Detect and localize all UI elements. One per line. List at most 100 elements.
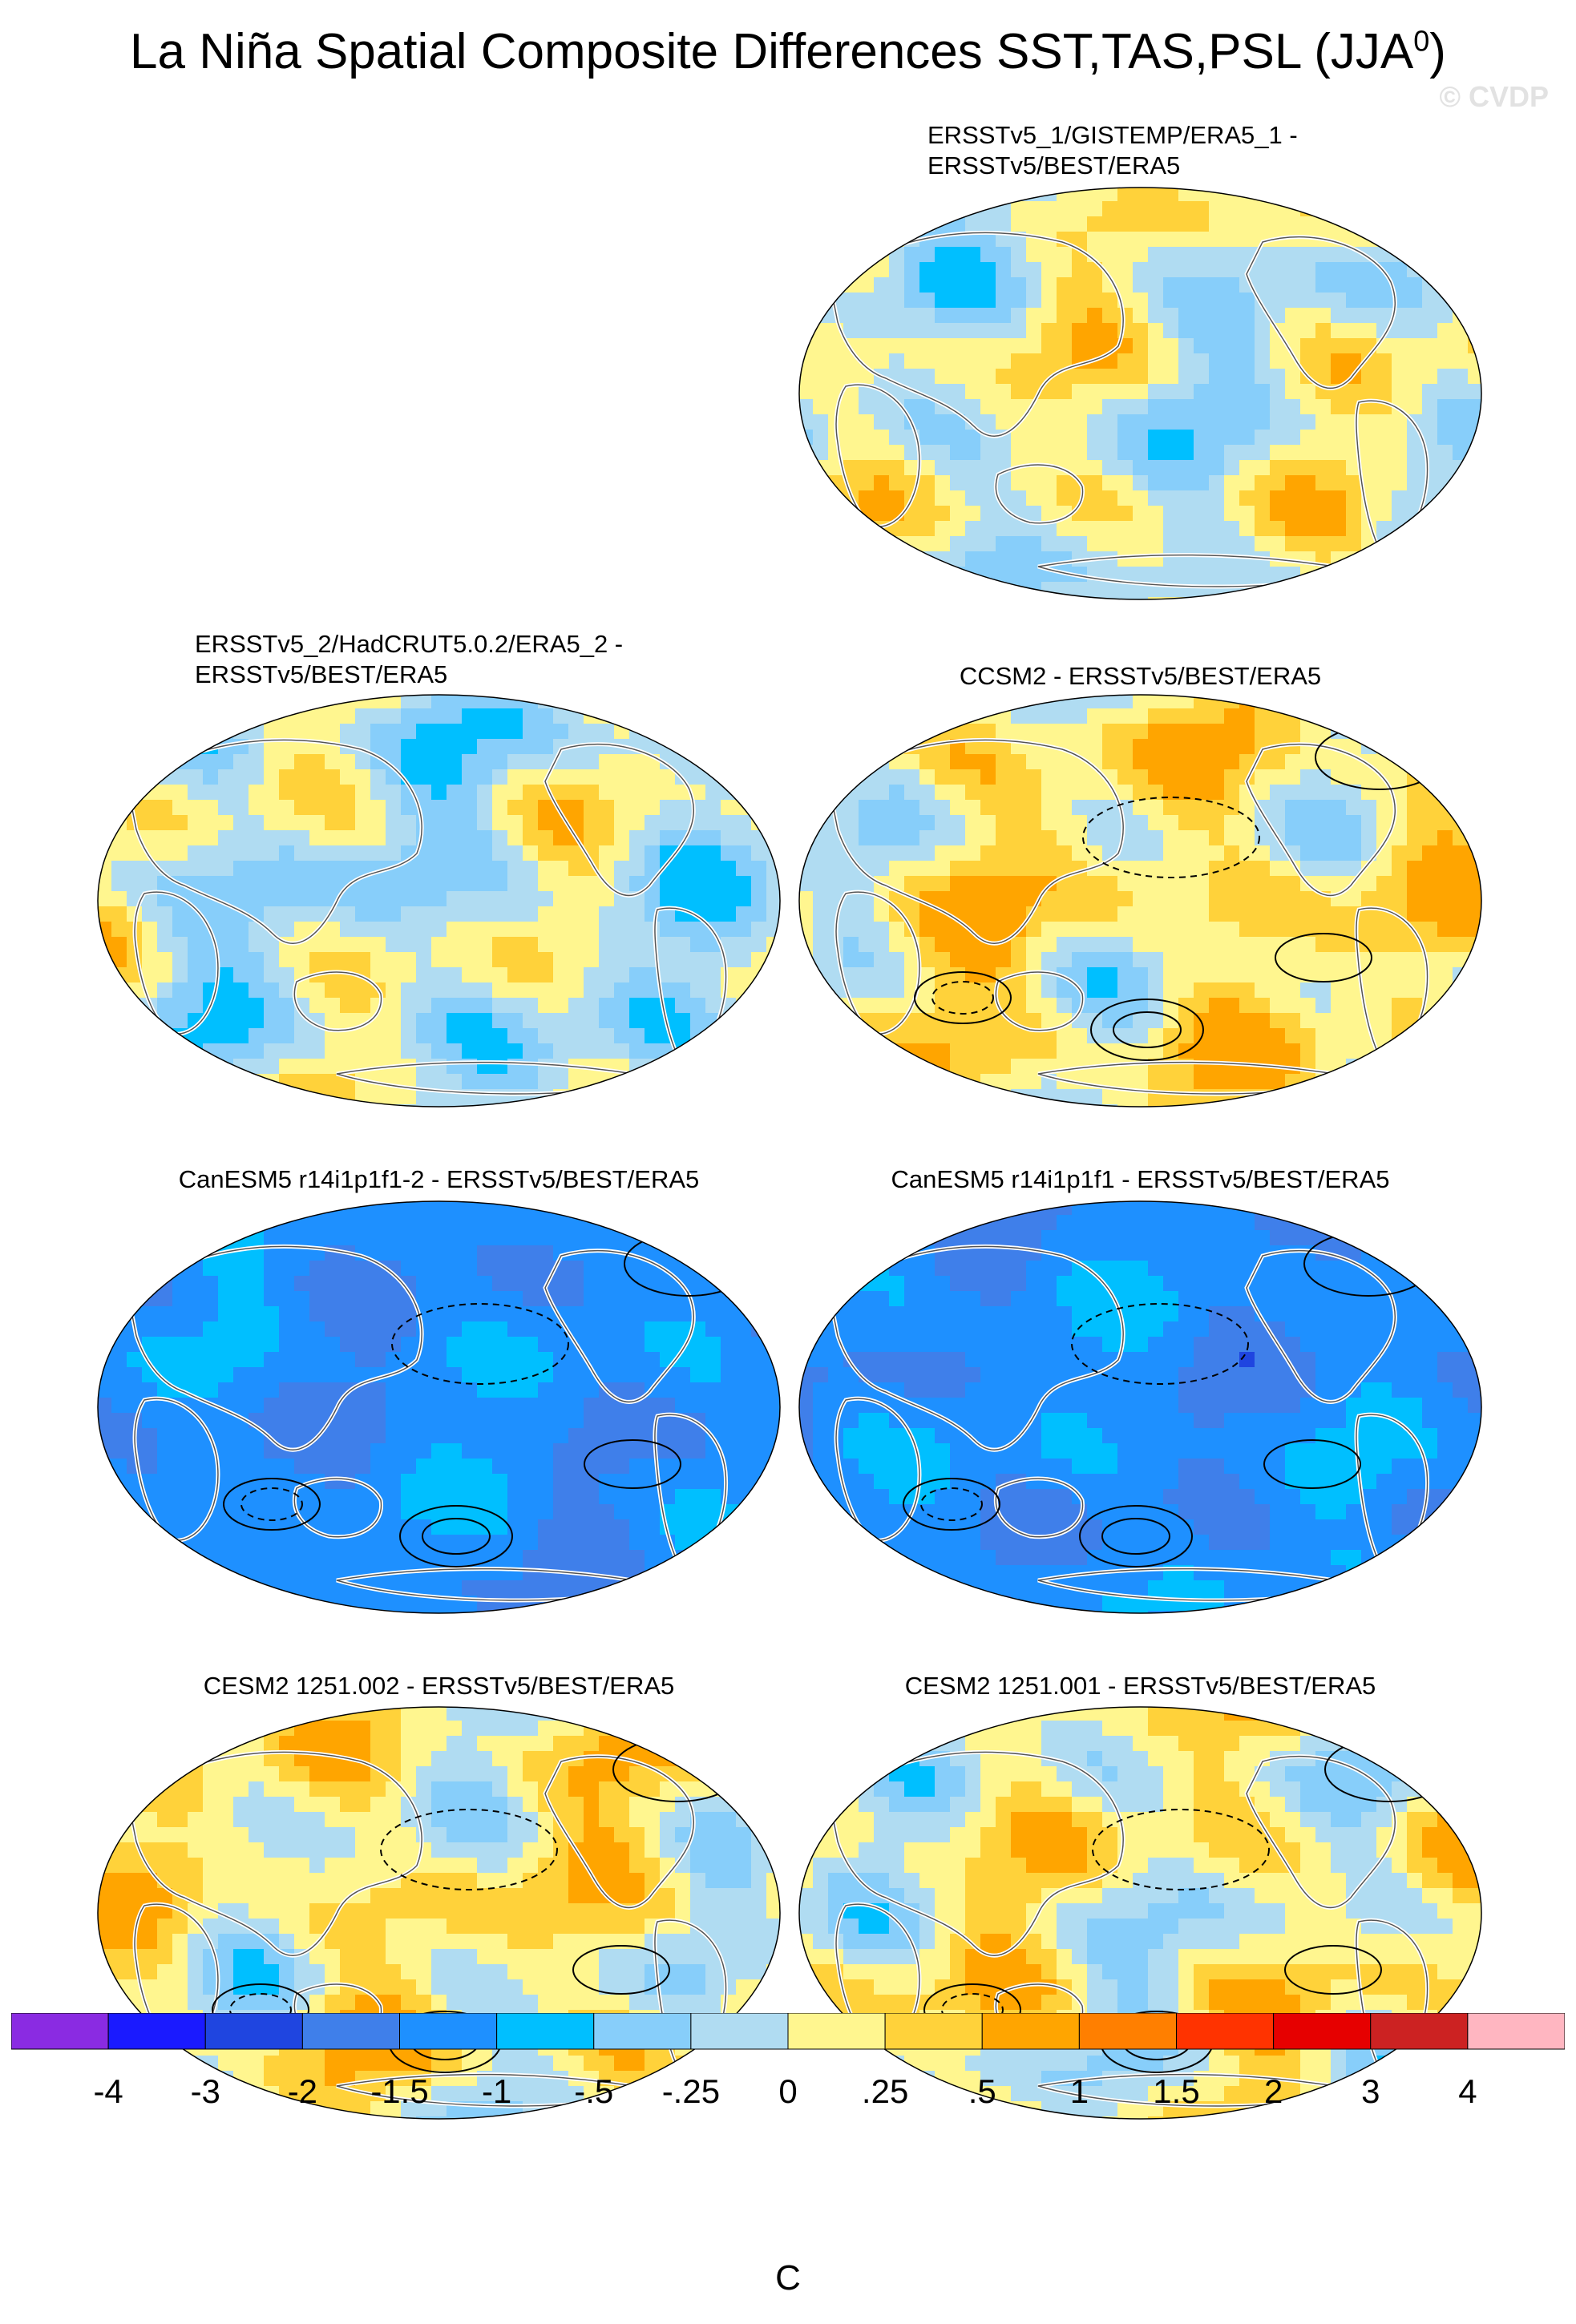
- anomaly-cell: [431, 1382, 447, 1398]
- anomaly-cell: [431, 937, 447, 953]
- anomaly-cell: [1148, 430, 1164, 446]
- anomaly-cell: [950, 323, 966, 339]
- anomaly-cell: [1011, 277, 1027, 293]
- anomaly-cell: [843, 922, 859, 938]
- anomaly-cell: [568, 1104, 584, 1107]
- anomaly-cell: [416, 1550, 432, 1566]
- anomaly-cell: [629, 754, 645, 770]
- anomaly-cell: [1453, 876, 1469, 892]
- anomaly-cell: [843, 399, 859, 415]
- anomaly-cell: [705, 800, 721, 816]
- anomaly-cell: [111, 1519, 127, 1535]
- anomaly-cell: [799, 399, 814, 415]
- anomaly-cell: [538, 1550, 554, 1566]
- anomaly-cell: [1392, 262, 1408, 278]
- anomaly-cell: [507, 1306, 523, 1322]
- anomaly-cell: [705, 906, 721, 922]
- anomaly-cell: [828, 216, 844, 232]
- anomaly-cell: [507, 952, 523, 968]
- anomaly-cell: [645, 769, 661, 785]
- anomaly-cell: [904, 876, 920, 892]
- anomaly-cell: [1209, 353, 1225, 369]
- anomaly-cell: [599, 1550, 615, 1566]
- anomaly-cell: [157, 754, 173, 770]
- anomaly-cell: [386, 1459, 402, 1475]
- anomaly-cell: [553, 1489, 569, 1505]
- anomaly-cell: [1011, 998, 1027, 1014]
- anomaly-cell: [675, 1074, 691, 1090]
- anomaly-cell: [1239, 922, 1255, 938]
- anomaly-cell: [264, 1489, 280, 1505]
- anomaly-cell: [340, 754, 356, 770]
- anomaly-cell: [1453, 1089, 1469, 1105]
- anomaly-cell: [799, 414, 814, 430]
- anomaly-cell: [507, 1261, 523, 1277]
- anomaly-cell: [675, 1104, 691, 1107]
- anomaly-cell: [1026, 1074, 1042, 1090]
- anomaly-cell: [736, 1074, 752, 1090]
- anomaly-cell: [1041, 845, 1057, 861]
- anomaly-cell: [813, 506, 829, 522]
- anomaly-cell: [1270, 1089, 1286, 1105]
- anomaly-cell: [538, 998, 554, 1014]
- anomaly-cell: [1194, 815, 1210, 831]
- anomaly-cell: [1346, 384, 1362, 400]
- anomaly-cell: [1148, 708, 1164, 724]
- anomaly-cell: [370, 876, 386, 892]
- anomaly-cell: [279, 1043, 295, 1059]
- anomaly-cell: [1255, 414, 1271, 430]
- anomaly-cell: [1102, 830, 1118, 846]
- anomaly-cell: [157, 1580, 173, 1596]
- anomaly-cell: [1117, 754, 1134, 770]
- anomaly-cell: [538, 708, 554, 724]
- anomaly-cell: [477, 998, 493, 1014]
- anomaly-cell: [157, 998, 173, 1014]
- anomaly-cell: [1057, 247, 1073, 263]
- anomaly-cell: [736, 1443, 752, 1459]
- anomaly-cell: [1300, 906, 1316, 922]
- anomaly-cell: [553, 708, 569, 724]
- anomaly-cell: [614, 1104, 630, 1107]
- anomaly-cell: [1072, 308, 1088, 324]
- anomaly-cell: [538, 967, 554, 983]
- anomaly-cell: [370, 830, 386, 846]
- anomaly-cell: [859, 338, 875, 354]
- anomaly-cell: [1026, 800, 1042, 816]
- anomaly-cell: [935, 830, 951, 846]
- anomaly-cell: [157, 1043, 173, 1059]
- anomaly-cell: [1011, 308, 1027, 324]
- anomaly-cell: [157, 1519, 173, 1535]
- anomaly-cell: [1407, 369, 1423, 385]
- anomaly-cell: [447, 1215, 463, 1231]
- anomaly-cell: [766, 1519, 780, 1535]
- panel-title-ccsm2: CCSM2 - ERSSTv5/BEST/ERA5: [959, 662, 1322, 690]
- anomaly-cell: [294, 1367, 310, 1383]
- anomaly-cell: [340, 891, 356, 907]
- anomaly-cell: [675, 967, 691, 983]
- anomaly-cell: [1346, 708, 1362, 724]
- anomaly-cell: [401, 1489, 417, 1505]
- anomaly-cell: [325, 800, 341, 816]
- anomaly-cell: [462, 1201, 478, 1216]
- anomaly-cell: [1468, 800, 1481, 816]
- anomaly-cell: [874, 922, 890, 938]
- anomaly-cell: [584, 967, 600, 983]
- anomaly-cell: [233, 1489, 249, 1505]
- anomaly-cell: [1041, 384, 1057, 400]
- anomaly-cell: [431, 1215, 447, 1231]
- anomaly-cell: [690, 967, 706, 983]
- anomaly-cell: [1407, 293, 1423, 309]
- anomaly-cell: [1072, 785, 1088, 801]
- anomaly-cell: [1072, 1028, 1088, 1044]
- anomaly-cell: [172, 967, 188, 983]
- anomaly-cell: [690, 739, 706, 755]
- anomaly-cell: [492, 1276, 508, 1292]
- anomaly-cell: [492, 922, 508, 938]
- anomaly-cell: [1407, 247, 1423, 263]
- anomaly-cell: [188, 1580, 204, 1596]
- anomaly-cell: [1026, 353, 1042, 369]
- anomaly-cell: [1072, 188, 1088, 202]
- anomaly-cell: [1194, 323, 1210, 339]
- anomaly-cell: [1041, 998, 1057, 1014]
- anomaly-cell: [477, 1413, 493, 1429]
